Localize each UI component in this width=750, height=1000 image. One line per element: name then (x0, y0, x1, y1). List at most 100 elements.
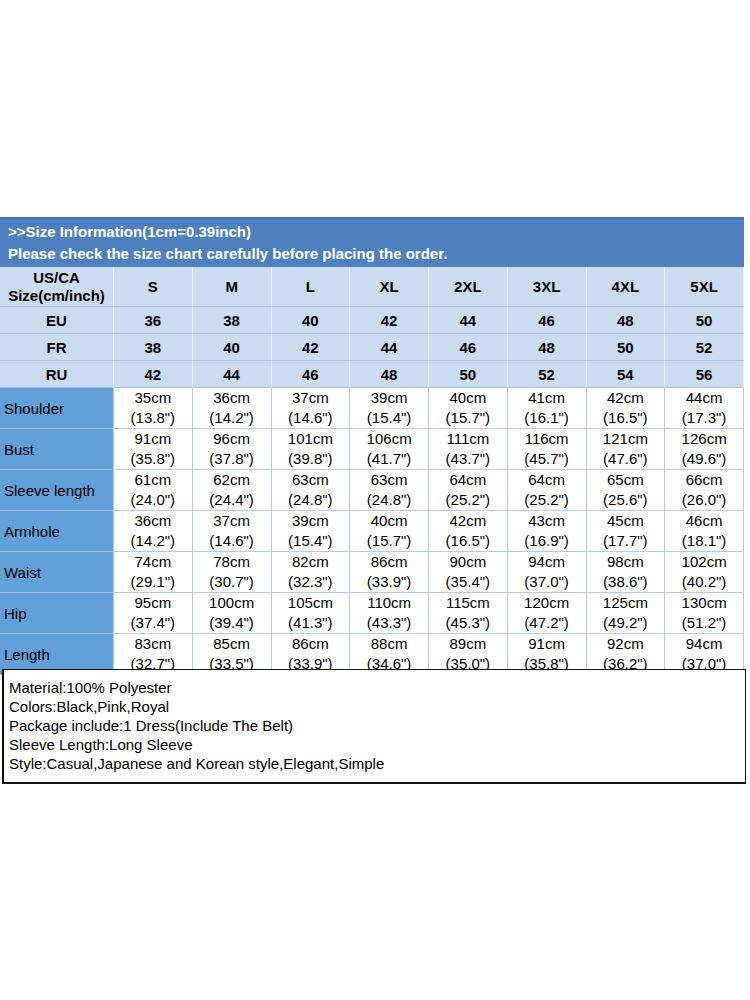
cm-value: 41cm (508, 388, 586, 408)
inch-value: (39.8") (272, 449, 350, 469)
cm-value: 35cm (114, 388, 192, 408)
conversion-value-cell: 48 (350, 361, 429, 388)
inch-value: (37.0") (508, 572, 586, 592)
cm-value: 36cm (114, 511, 192, 531)
inch-value: (51.2") (665, 613, 743, 633)
conversion-value-cell: 38 (193, 307, 272, 334)
inch-value: (24.4") (193, 490, 271, 510)
measurement-value-cell: 121cm(47.6") (587, 429, 666, 470)
inch-value: (16.5") (587, 408, 665, 428)
size-header-row: US/CA Size(cm/inch) SMLXL2XL3XL4XL5XL (0, 267, 744, 307)
cm-value: 126cm (665, 429, 743, 449)
conversion-row-label: EU (0, 307, 114, 334)
measurement-row-label: Armhole (0, 511, 114, 552)
cm-value: 61cm (114, 470, 192, 490)
inch-value: (15.7") (429, 408, 507, 428)
size-header-cell: 4XL (587, 267, 666, 307)
size-header-cell: M (193, 267, 272, 307)
conversion-value-cell: 40 (272, 307, 351, 334)
measurement-row: Armhole36cm(14.2")37cm(14.6")39cm(15.4")… (0, 511, 744, 552)
inch-value: (17.7") (587, 531, 665, 551)
cm-value: 62cm (193, 470, 271, 490)
size-table-body: EU3638404244464850FR3840424446485052RU42… (0, 307, 744, 675)
inch-value: (30.7") (193, 572, 271, 592)
inch-value: (24.8") (350, 490, 428, 510)
inch-value: (35.4") (429, 572, 507, 592)
measurement-row: Waist74cm(29.1")78cm(30.7")82cm(32.3")86… (0, 552, 744, 593)
measurement-value-cell: 64cm(25.2") (508, 470, 587, 511)
cm-value: 37cm (193, 511, 271, 531)
conversion-value-cell: 56 (665, 361, 744, 388)
inch-value: (14.2") (193, 408, 271, 428)
inch-value: (40.2") (665, 572, 743, 592)
measurement-value-cell: 96cm(37.8") (193, 429, 272, 470)
cm-value: 121cm (587, 429, 665, 449)
banner-title: >>Size Information(1cm=0.39inch) (8, 221, 744, 243)
measurement-value-cell: 120cm(47.2") (508, 593, 587, 634)
cm-value: 95cm (114, 593, 192, 613)
inch-value: (16.1") (508, 408, 586, 428)
inch-value: (49.2") (587, 613, 665, 633)
cm-value: 64cm (508, 470, 586, 490)
measurement-row-label: Waist (0, 552, 114, 593)
inch-value: (41.3") (272, 613, 350, 633)
cm-value: 130cm (665, 593, 743, 613)
inch-value: (32.3") (272, 572, 350, 592)
conversion-value-cell: 42 (350, 307, 429, 334)
conversion-value-cell: 50 (429, 361, 508, 388)
measurement-value-cell: 46cm(18.1") (665, 511, 744, 552)
measurement-value-cell: 100cm(39.4") (193, 593, 272, 634)
cm-value: 92cm (587, 634, 665, 654)
measurement-value-cell: 42cm(16.5") (429, 511, 508, 552)
conversion-row-label: RU (0, 361, 114, 388)
conversion-row: EU3638404244464850 (0, 307, 744, 334)
conversion-value-cell: 42 (114, 361, 193, 388)
measurement-value-cell: 35cm(13.8") (114, 388, 193, 429)
conversion-value-cell: 46 (272, 361, 351, 388)
cm-value: 85cm (193, 634, 271, 654)
measurement-value-cell: 86cm(33.9") (350, 552, 429, 593)
cm-value: 46cm (665, 511, 743, 531)
measurement-value-cell: 90cm(35.4") (429, 552, 508, 593)
inch-value: (39.4") (193, 613, 271, 633)
cm-value: 100cm (193, 593, 271, 613)
conversion-value-cell: 48 (508, 334, 587, 361)
inch-value: (33.9") (350, 572, 428, 592)
measurement-value-cell: 94cm(37.0") (508, 552, 587, 593)
conversion-value-cell: 54 (587, 361, 666, 388)
measurement-value-cell: 65cm(25.6") (587, 470, 666, 511)
inch-value: (14.6") (272, 408, 350, 428)
measurement-row-label: Bust (0, 429, 114, 470)
cm-value: 115cm (429, 593, 507, 613)
inch-value: (24.8") (272, 490, 350, 510)
cm-value: 44cm (665, 388, 743, 408)
inch-value: (15.4") (272, 531, 350, 551)
inch-value: (26.0") (665, 490, 743, 510)
size-header-cell: 2XL (429, 267, 508, 307)
cm-value: 45cm (587, 511, 665, 531)
info-line: Colors:Black,Pink,Royal (9, 697, 745, 716)
inch-value: (16.5") (429, 531, 507, 551)
measurement-value-cell: 41cm(16.1") (508, 388, 587, 429)
cm-value: 94cm (665, 634, 743, 654)
measurement-value-cell: 106cm(41.7") (350, 429, 429, 470)
size-chart-page: >>Size Information(1cm=0.39inch) Please … (0, 0, 750, 1000)
conversion-value-cell: 50 (665, 307, 744, 334)
inch-value: (16.9") (508, 531, 586, 551)
corner-header-cell: US/CA Size(cm/inch) (0, 267, 114, 307)
cm-value: 39cm (272, 511, 350, 531)
inch-value: (29.1") (114, 572, 192, 592)
cm-value: 90cm (429, 552, 507, 572)
measurement-value-cell: 126cm(49.6") (665, 429, 744, 470)
conversion-value-cell: 52 (508, 361, 587, 388)
cm-value: 78cm (193, 552, 271, 572)
cm-value: 98cm (587, 552, 665, 572)
inch-value: (45.3") (429, 613, 507, 633)
cm-value: 116cm (508, 429, 586, 449)
measurement-value-cell: 39cm(15.4") (350, 388, 429, 429)
measurement-value-cell: 98cm(38.6") (587, 552, 666, 593)
cm-value: 83cm (114, 634, 192, 654)
measurement-row: Hip95cm(37.4")100cm(39.4")105cm(41.3")11… (0, 593, 744, 634)
measurement-row-label: Sleeve length (0, 470, 114, 511)
cm-value: 40cm (429, 388, 507, 408)
